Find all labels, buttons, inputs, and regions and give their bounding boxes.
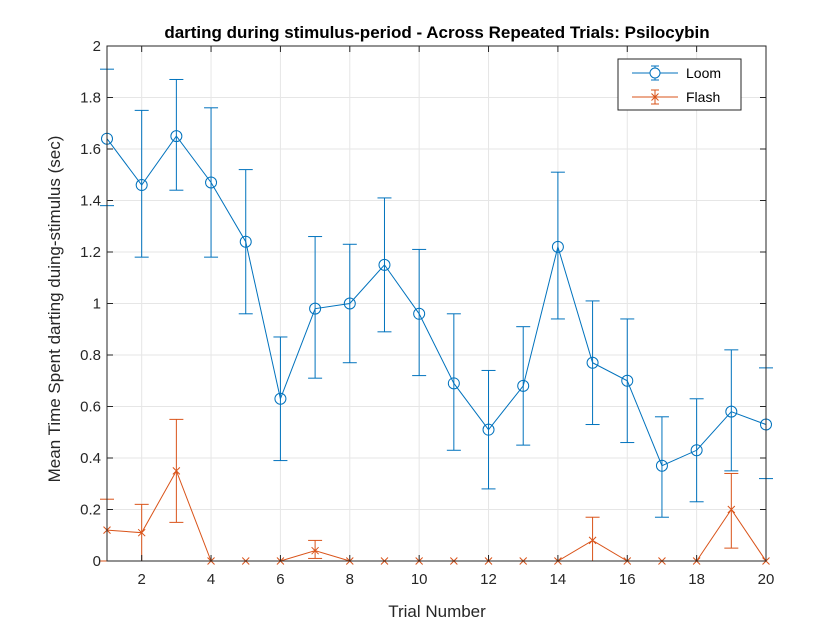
data-point-loom [447, 377, 460, 390]
y-tick-label: 0 [93, 553, 101, 570]
data-point-loom [239, 235, 252, 248]
data-point-loom [621, 374, 634, 387]
y-tick-label: 1.8 [80, 90, 101, 107]
legend-item-loom: Loom [632, 65, 721, 81]
y-tick-label: 1.2 [80, 244, 101, 261]
y-tick-label: 1 [93, 296, 101, 313]
data-point-loom [274, 392, 287, 405]
x-tick-label: 8 [346, 571, 354, 588]
chart-title: darting during stimulus-period - Across … [164, 23, 709, 42]
legend-marker-flash [651, 93, 659, 101]
data-point-loom [517, 379, 530, 392]
x-axis-label: Trial Number [388, 602, 486, 621]
data-point-loom [482, 423, 495, 436]
data-point-loom [135, 179, 148, 192]
legend: Loom Flash [617, 58, 742, 111]
data-point-loom [690, 444, 703, 457]
data-point-loom [378, 258, 391, 271]
data-point-flash [311, 546, 319, 555]
x-tick-label: 4 [207, 571, 215, 588]
x-tick-label: 6 [276, 571, 284, 588]
x-tick-label: 14 [550, 571, 567, 588]
y-tick-label: 2 [93, 38, 101, 55]
series-line-loom [106, 135, 767, 467]
y-tick-label: 0.4 [80, 450, 101, 467]
legend-marker-loom [649, 67, 661, 79]
data-point-loom [205, 176, 218, 189]
x-tick-label: 20 [758, 571, 775, 588]
data-point-loom [655, 459, 668, 472]
legend-item-flash: Flash [632, 89, 720, 105]
y-axis-label: Mean Time Spent darting duing-stimulus (… [45, 136, 64, 483]
data-point-loom [170, 130, 183, 143]
ticks: 2 4 6 8 10 12 14 16 18 20 0 0.2 0.4 0.6 0.8 1 1.2 1.4 1.6 1… [80, 38, 774, 588]
data-point-flash [727, 505, 736, 514]
y-tick-label: 0.6 [80, 399, 101, 416]
data-point-loom [725, 405, 738, 418]
data-point-loom [551, 240, 564, 253]
x-tick-label: 16 [619, 571, 636, 588]
x-tick-label: 18 [688, 571, 705, 588]
data-point-flash [137, 528, 146, 537]
data-point-flash [172, 467, 181, 475]
legend-label-loom: Loom [686, 65, 721, 81]
data-point-flash [588, 536, 597, 545]
data-point-loom [586, 356, 599, 369]
x-tick-label: 12 [480, 571, 497, 588]
x-tick-label: 10 [411, 571, 428, 588]
y-tick-label: 0.8 [80, 347, 101, 364]
data-point-loom [413, 307, 426, 320]
y-tick-label: 1.6 [80, 141, 101, 158]
data-point-loom [343, 297, 356, 310]
legend-box [617, 58, 742, 111]
data-point-loom [309, 302, 322, 315]
y-tick-label: 1.4 [80, 193, 101, 210]
legend-label-flash: Flash [686, 89, 720, 105]
x-tick-label: 2 [138, 571, 146, 588]
y-tick-label: 0.2 [80, 502, 101, 519]
